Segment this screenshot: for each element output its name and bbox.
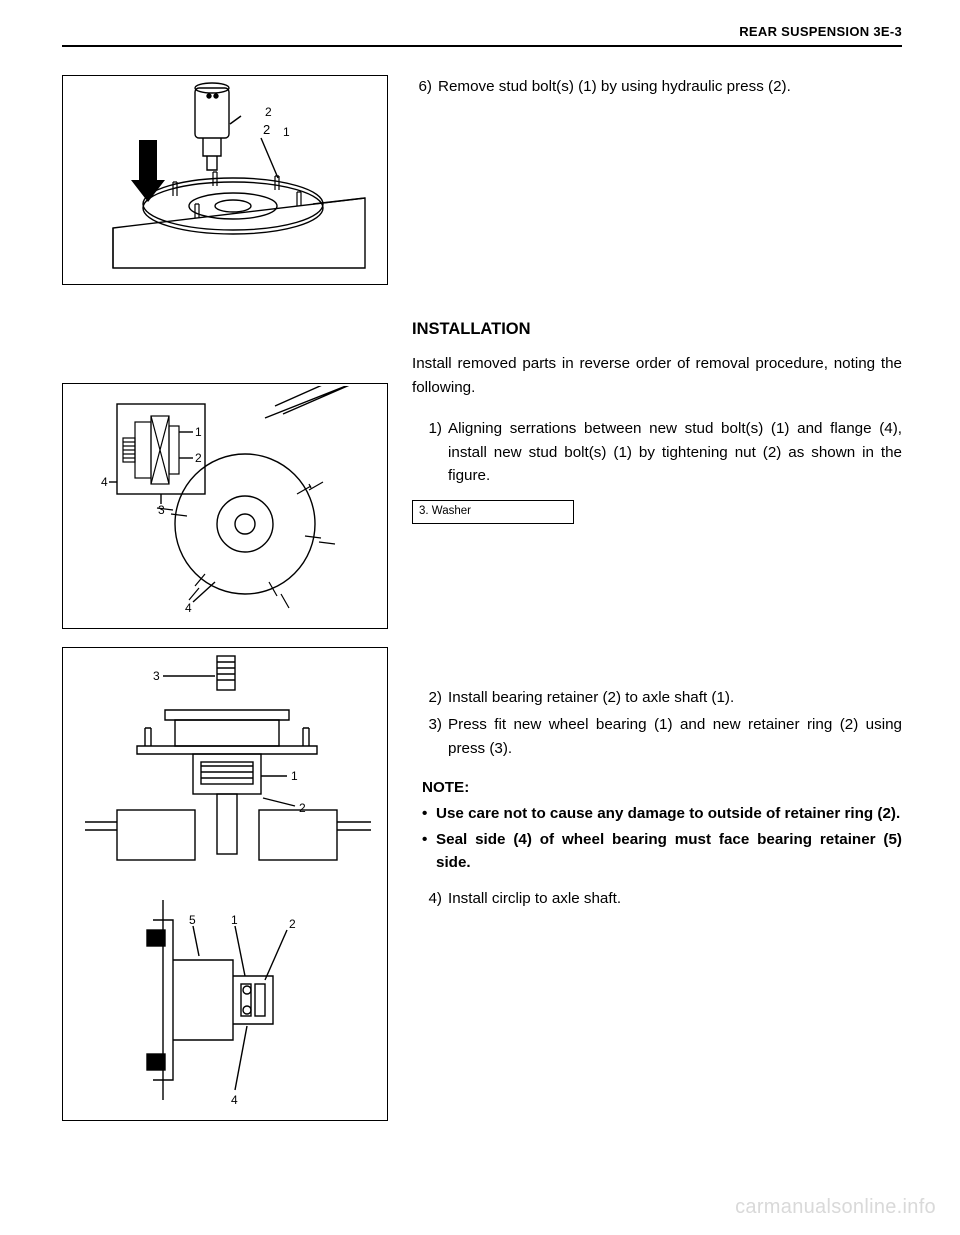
fig3-label-5: 5	[189, 913, 196, 927]
note-item-2-text: Seal side (4) of wheel bearing must face…	[436, 828, 902, 875]
note-item-1: • Use care not to cause any damage to ou…	[422, 802, 902, 826]
install-step-3: 3) Press fit new wheel bearing (1) and n…	[422, 713, 902, 760]
install-step-4: 4) Install circlip to axle shaft.	[422, 887, 902, 911]
fig1-label-1: 1	[283, 125, 290, 139]
fig3-label-2b: 2	[289, 917, 296, 931]
install-step-1: 1) Aligning serrations between new stud …	[422, 417, 902, 488]
installation-intro: Install removed parts in reverse order o…	[412, 352, 902, 399]
washer-callout-table: 3. Washer	[412, 500, 574, 524]
figure-flange-install: 1 2 3 4 4	[62, 383, 388, 629]
fig3-label-1b: 1	[231, 913, 238, 927]
figure-stud-bolt-press: 2 1 2	[62, 75, 388, 285]
step-6-text: Remove stud bolt(s) (1) by using hydraul…	[438, 75, 902, 99]
install-step-2: 2) Install bearing retainer (2) to axle …	[422, 686, 902, 710]
fig2-label-2: 2	[195, 451, 202, 465]
install-step-4-num: 4)	[422, 887, 448, 911]
install-step-1-num: 1)	[422, 417, 448, 488]
install-step-4-text: Install circlip to axle shaft.	[448, 887, 902, 911]
figure-bearing-press: 3 1 2 5 1 2 4	[62, 647, 388, 1121]
fig2-label-4b: 4	[185, 601, 192, 615]
note-item-2: • Seal side (4) of wheel bearing must fa…	[422, 828, 902, 875]
fig3-label-4: 4	[231, 1093, 238, 1107]
bullet-icon: •	[422, 802, 436, 826]
fig2-label-3: 3	[158, 503, 165, 517]
step-6: 6) Remove stud bolt(s) (1) by using hydr…	[412, 75, 902, 99]
header-rule	[62, 45, 902, 47]
install-step-1-text: Aligning serrations between new stud bol…	[448, 417, 902, 488]
note-item-1-text: Use care not to cause any damage to outs…	[436, 802, 902, 826]
fig2-label-4: 4	[101, 475, 108, 489]
step-6-num: 6)	[412, 75, 438, 99]
install-step-2-text: Install bearing retainer (2) to axle sha…	[448, 686, 902, 710]
fig1-label-2b: 2	[265, 105, 272, 119]
fig3-label-3: 3	[153, 669, 160, 683]
install-step-3-text: Press fit new wheel bearing (1) and new …	[448, 713, 902, 760]
fig3-label-2: 2	[299, 801, 306, 815]
fig3-label-1: 1	[291, 769, 298, 783]
note-heading: NOTE:	[422, 776, 902, 800]
install-step-3-num: 3)	[422, 713, 448, 760]
page-header: REAR SUSPENSION 3E-3	[62, 24, 902, 39]
bullet-icon: •	[422, 828, 436, 875]
fig2-label-1: 1	[195, 425, 202, 439]
install-step-2-num: 2)	[422, 686, 448, 710]
installation-heading: INSTALLATION	[412, 317, 902, 343]
watermark: carmanualsonline.info	[735, 1196, 936, 1219]
fig1-label-2: 2	[263, 122, 270, 137]
